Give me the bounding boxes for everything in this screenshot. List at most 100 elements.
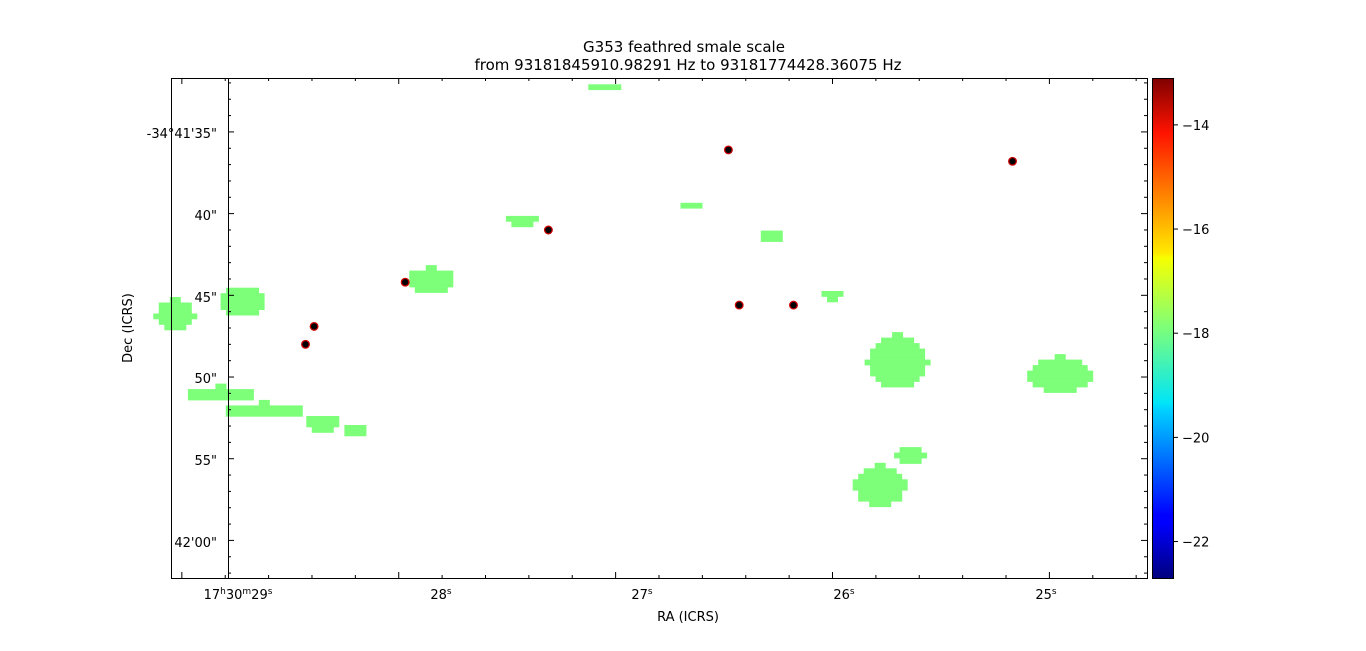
emission-pixel-row	[680, 202, 703, 209]
y-tick-label: 50"	[194, 372, 217, 387]
emission-pixel-row	[306, 421, 340, 428]
emission-pixel-row	[164, 324, 187, 331]
source-marker	[723, 145, 733, 155]
emission-pixel-row	[1038, 359, 1083, 366]
colorbar-ticks: −14 −16 −18 −20 −22	[1173, 119, 1209, 551]
emission-pixel-row	[158, 308, 192, 314]
source-marker	[734, 300, 744, 310]
emission-pixel-row	[414, 287, 448, 293]
emission-pixel-row	[875, 376, 920, 382]
emission-pixel-row	[226, 287, 260, 294]
emission-pixel-row	[870, 370, 926, 377]
emission-pixel-row	[760, 236, 783, 242]
plot-background	[171, 78, 1147, 578]
emission-pixel-row	[187, 389, 254, 395]
emission-pixel-row	[894, 452, 928, 459]
source-marker	[301, 339, 310, 349]
source-markers	[301, 145, 1017, 349]
emission-pixel-row	[311, 427, 334, 433]
emission-pixel-row	[225, 410, 303, 417]
x-tick-label: 17h30m29s	[204, 587, 273, 603]
emission-pixel-row	[511, 221, 534, 228]
emission-pixel-row	[1032, 365, 1088, 371]
x-axis-label: RA (ICRS)	[657, 610, 719, 625]
emission-pixel-row	[852, 484, 908, 491]
colorbar-tick-label: −22	[1182, 536, 1209, 551]
emission-pixel-row	[409, 270, 454, 277]
emission-pixel-row	[852, 479, 908, 486]
emission-pixel-row	[225, 405, 303, 412]
emission-pixel-row	[1027, 376, 1094, 382]
emission-pixel-row	[1043, 387, 1077, 393]
emission-pixel-row	[187, 394, 254, 401]
emission-pixel-row	[863, 468, 897, 475]
emission-pixel-row	[899, 458, 922, 464]
emission-pixel-row	[226, 309, 260, 316]
source-marker	[543, 225, 553, 235]
emission-pixel-row	[1032, 381, 1088, 388]
y-tick-label: 45"	[194, 291, 217, 306]
colorbar-tick-label: −14	[1182, 119, 1209, 134]
y-tick-label: -34°41'35"	[147, 127, 217, 142]
source-marker	[309, 321, 319, 331]
emission-pixel-row	[827, 296, 838, 303]
emission-pixel-row	[858, 490, 903, 497]
emission-pixel-row	[899, 447, 922, 453]
emission-pixel-row	[258, 399, 270, 406]
emission-pixel-row	[1054, 354, 1066, 360]
emission-pixel-row	[892, 332, 904, 338]
emission-pixel-row	[344, 430, 367, 437]
colorbar-tick-label: −18	[1182, 327, 1209, 342]
x-tick-label: 28s	[430, 587, 452, 603]
colorbar-tick-label: −20	[1182, 431, 1209, 446]
source-marker	[1008, 156, 1017, 166]
chart-title-line1: G353 feathred smale scale	[583, 38, 785, 56]
emission-pixel-row	[158, 319, 192, 325]
colorbar-frame	[1152, 78, 1174, 579]
emission-pixel-row	[821, 291, 844, 297]
source-marker	[789, 300, 798, 310]
emission-pixel-row	[409, 281, 454, 288]
y-axis-label: Dec (ICRS)	[121, 293, 136, 363]
emission-pixel-row	[588, 84, 622, 91]
emission-pixel-row	[220, 298, 265, 305]
emission-pixel-row	[306, 416, 340, 422]
y-tick-label: 42'00"	[174, 536, 217, 551]
axis-ticks	[181, 78, 1147, 578]
plot-area	[153, 78, 1148, 579]
y-tick-labels: -34°41'35" 40" 45" 50" 55" 42'00"	[147, 127, 217, 551]
y-tick-label: 40"	[194, 209, 217, 224]
emission-pixel-row	[505, 215, 539, 222]
x-tick-label: 26s	[833, 587, 855, 603]
emission-pixel-row	[874, 462, 886, 469]
emission-pixel-row	[858, 495, 903, 502]
emission-pixel-row	[220, 293, 265, 299]
emission-pixel-row	[169, 297, 181, 303]
emission-regions	[153, 84, 1094, 508]
emission-pixel-row	[158, 302, 192, 309]
emission-pixel-row	[870, 348, 926, 355]
colorbar: −14 −16 −18 −20 −22	[1152, 78, 1209, 579]
x-tick-label: 25s	[1035, 587, 1057, 603]
emission-pixel-row	[760, 230, 783, 237]
colorbar-gradient	[1152, 78, 1173, 578]
x-tick-labels: 17h30m29s 28s 27s 26s 25s	[204, 587, 1057, 603]
emission-pixel-row	[881, 381, 915, 388]
emission-pixel-row	[425, 265, 437, 271]
emission-pixel-row	[344, 425, 367, 431]
emission-pixel-row	[215, 383, 227, 390]
emission-pixel-row	[870, 354, 926, 360]
emission-pixel-row	[875, 343, 920, 349]
emission-pixel-row	[870, 365, 926, 371]
source-marker	[400, 277, 410, 287]
emission-pixel-row	[409, 276, 454, 282]
chart-title-line2: from 93181845910.98291 Hz to 93181774428…	[474, 56, 901, 74]
emission-pixel-row	[869, 501, 892, 508]
x-tick-label: 27s	[631, 587, 653, 603]
emission-pixel-row	[864, 359, 931, 366]
y-tick-label: 55"	[194, 454, 217, 469]
emission-pixel-row	[881, 337, 915, 344]
emission-pixel-row	[1027, 370, 1094, 377]
emission-pixel-row	[153, 313, 198, 320]
